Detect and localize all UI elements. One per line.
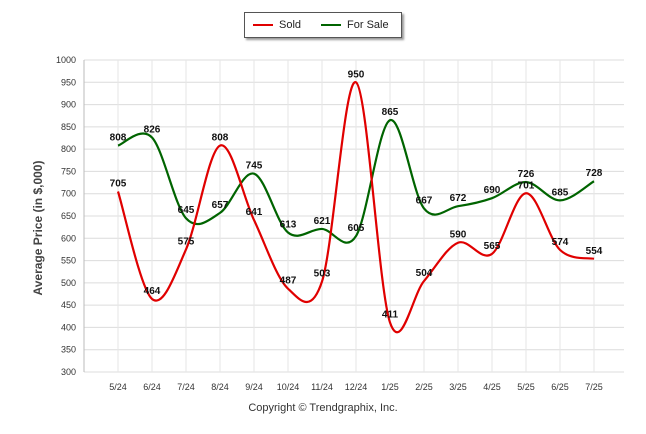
x-tick-label: 5/24	[109, 382, 127, 392]
data-label-sold: 575	[178, 236, 195, 247]
data-label-sold: 487	[280, 276, 297, 287]
x-tick-label: 9/24	[245, 382, 263, 392]
y-tick-label: 650	[61, 211, 76, 221]
legend-item-sold: Sold	[245, 19, 301, 31]
y-tick-label: 500	[61, 278, 76, 288]
y-axis-label: Average Price (in $,000)	[31, 161, 45, 296]
data-label-sold: 504	[416, 268, 433, 279]
x-tick-label: 11/24	[311, 382, 333, 392]
y-tick-label: 300	[61, 367, 76, 377]
y-tick-label: 700	[61, 189, 76, 199]
data-label-for-sale: 826	[144, 125, 161, 136]
legend-swatch-for-sale	[321, 24, 342, 26]
data-label-for-sale: 605	[348, 223, 365, 234]
data-label-sold: 503	[314, 269, 331, 280]
data-label-for-sale: 672	[450, 193, 467, 204]
x-tick-label: 7/25	[585, 382, 603, 392]
x-tick-label: 6/25	[551, 382, 569, 392]
data-labels: 705 464 575 808 641 487 503 950 411 504 590 565 701 5…	[110, 69, 603, 320]
legend-item-for-sale: For Sale	[313, 19, 389, 31]
data-label-for-sale: 865	[382, 107, 399, 118]
legend-label-for-sale: For Sale	[347, 19, 389, 31]
y-tick-label: 350	[61, 345, 76, 355]
x-tick-label: 6/24	[143, 382, 161, 392]
data-label-sold: 464	[144, 286, 161, 297]
legend-swatch-sold	[253, 24, 273, 26]
data-label-sold: 808	[212, 133, 229, 144]
x-tick-label: 2/25	[415, 382, 433, 392]
data-label-sold: 565	[484, 241, 501, 252]
data-label-for-sale: 621	[314, 216, 331, 227]
data-label-for-sale: 808	[110, 133, 127, 144]
data-label-sold: 950	[348, 69, 365, 80]
data-label-sold: 705	[110, 178, 127, 189]
data-label-for-sale: 685	[552, 187, 569, 198]
data-label-sold: 641	[246, 207, 263, 218]
y-tick-label: 950	[61, 77, 76, 87]
legend-label-sold: Sold	[279, 19, 302, 31]
y-tick-label: 900	[61, 100, 76, 110]
y-tick-label: 1000	[56, 55, 76, 65]
x-tick-label: 5/25	[517, 382, 535, 392]
y-tick-label: 600	[61, 233, 76, 243]
x-tick-label: 10/24	[277, 382, 300, 392]
x-tick-label: 3/25	[449, 382, 467, 392]
y-tick-label: 750	[61, 166, 76, 176]
axes: 300 350 400 450 500 550 600 650 700 750 800 850 900 9…	[56, 55, 603, 392]
chart-legend: Sold For Sale	[244, 12, 402, 38]
series-lines	[116, 81, 595, 334]
x-tick-label: 12/24	[345, 382, 368, 392]
y-tick-label: 850	[61, 122, 76, 132]
y-tick-label: 550	[61, 256, 76, 266]
data-label-for-sale: 728	[586, 168, 603, 179]
y-tick-label: 450	[61, 300, 76, 310]
copyright-text: Copyright © Trendgraphix, Inc.	[248, 402, 398, 414]
data-label-for-sale: 690	[484, 185, 501, 196]
data-label-for-sale: 667	[416, 195, 433, 206]
data-label-sold: 590	[450, 230, 467, 241]
x-tick-label: 4/25	[483, 382, 501, 392]
data-label-sold: 411	[382, 310, 399, 321]
x-tick-label: 8/24	[211, 382, 229, 392]
data-label-sold: 574	[552, 237, 569, 248]
data-label-for-sale: 613	[280, 219, 297, 230]
data-label-sold: 554	[586, 246, 603, 257]
x-tick-label: 1/25	[381, 382, 399, 392]
x-tick-label: 7/24	[177, 382, 195, 392]
data-label-for-sale: 745	[246, 161, 263, 172]
data-label-for-sale: 657	[212, 200, 229, 211]
data-label-for-sale: 645	[178, 205, 195, 216]
series-line-sold	[116, 81, 595, 334]
data-label-sold: 701	[518, 180, 535, 191]
y-tick-label: 800	[61, 144, 76, 154]
data-label-for-sale: 726	[518, 169, 535, 180]
y-tick-label: 400	[61, 322, 76, 332]
